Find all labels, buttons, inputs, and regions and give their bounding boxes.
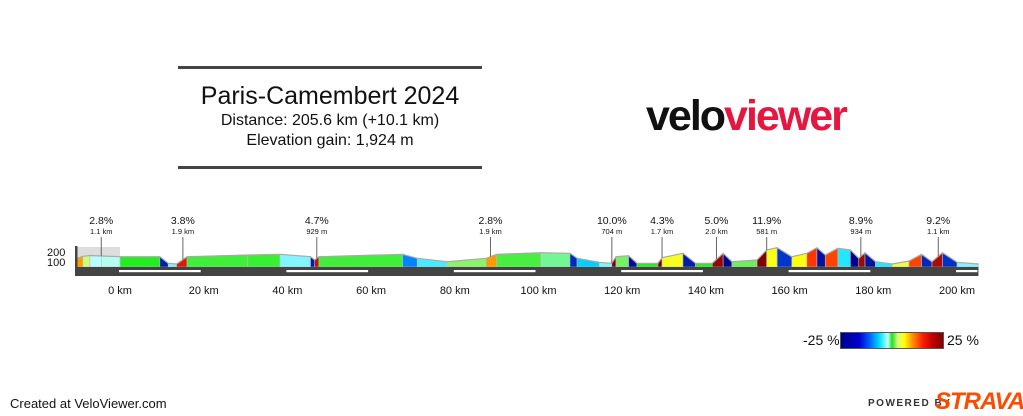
x-tick-label: 180 km bbox=[855, 285, 891, 297]
created-at-link[interactable]: Created at VeloViewer.com bbox=[10, 396, 167, 411]
x-tick-label: 20 km bbox=[189, 285, 219, 297]
climb-gradient-label: 9.2% bbox=[926, 215, 950, 227]
y-tick-label: 200 bbox=[47, 247, 65, 259]
climb-length-label: 1.7 km bbox=[651, 227, 674, 236]
profile-segment bbox=[766, 247, 778, 268]
climb-length-label: 704 m bbox=[601, 227, 622, 236]
legend-min-label: -25 % bbox=[803, 332, 840, 348]
distance-scale-dash bbox=[119, 270, 201, 273]
strava-logo: STRAVA bbox=[935, 388, 1023, 415]
header-top-rule bbox=[178, 66, 482, 69]
profile-segment bbox=[119, 256, 161, 268]
profile-segment bbox=[850, 249, 860, 268]
climb-length-label: 929 m bbox=[306, 227, 327, 236]
climb-length-label: 934 m bbox=[850, 227, 871, 236]
profile-segment bbox=[89, 255, 102, 268]
profile-segment bbox=[82, 255, 91, 268]
route-title: Paris-Camembert 2024 bbox=[200, 82, 460, 110]
x-tick-label: 160 km bbox=[772, 285, 808, 297]
profile-segment bbox=[247, 253, 281, 268]
x-tick-label: 200 km bbox=[939, 285, 975, 297]
profile-segment bbox=[615, 255, 629, 268]
route-elevation-gain: Elevation gain: 1,924 m bbox=[246, 132, 414, 149]
climb-length-label: 1.1 km bbox=[90, 227, 113, 236]
x-tick-label: 80 km bbox=[440, 285, 470, 297]
x-tick-label: 100 km bbox=[520, 285, 556, 297]
profile-segment bbox=[576, 257, 600, 268]
profile-segment bbox=[100, 255, 121, 268]
legend-max-label: 25 % bbox=[947, 332, 979, 348]
climb-gradient-label: 8.9% bbox=[849, 215, 873, 227]
profile-segment bbox=[540, 252, 571, 268]
distance-scale-dash bbox=[453, 270, 536, 273]
elevation-axis-line bbox=[75, 246, 78, 268]
route-distance: Distance: 205.6 km (+10.1 km) bbox=[220, 112, 440, 129]
climb-gradient-label: 4.3% bbox=[650, 215, 674, 227]
climb-gradient-label: 5.0% bbox=[704, 215, 728, 227]
profile-segment bbox=[496, 252, 541, 268]
powered-by-label: POWERED BY bbox=[868, 398, 952, 409]
climb-length-label: 581 m bbox=[756, 227, 777, 236]
climb-gradient-label: 4.7% bbox=[305, 215, 329, 227]
x-tick-label: 0 km bbox=[108, 285, 132, 297]
climb-gradient-label: 3.8% bbox=[171, 215, 195, 227]
x-tick-label: 120 km bbox=[604, 285, 640, 297]
x-tick-label: 40 km bbox=[272, 285, 302, 297]
climb-length-label: 1.1 km bbox=[927, 227, 950, 236]
climb-length-label: 2.0 km bbox=[705, 227, 728, 236]
header-bottom-rule bbox=[178, 166, 482, 169]
climb-gradient-label: 10.0% bbox=[597, 215, 627, 227]
climb-gradient-label: 11.9% bbox=[752, 215, 781, 227]
distance-scale-dash bbox=[788, 270, 871, 273]
profile-segment bbox=[837, 247, 851, 268]
distance-scale-dash bbox=[956, 270, 978, 273]
climb-length-label: 1.9 km bbox=[479, 227, 502, 236]
x-tick-label: 140 km bbox=[688, 285, 724, 297]
climb-gradient-label: 2.8% bbox=[89, 215, 113, 227]
veloviewer-logo: veloviewer bbox=[646, 92, 848, 140]
profile-segment bbox=[776, 247, 793, 268]
distance-scale-dash bbox=[286, 270, 369, 273]
distance-scale-dash bbox=[621, 270, 703, 273]
climb-length-label: 1.9 km bbox=[172, 227, 195, 236]
y-tick-label: 100 bbox=[47, 257, 65, 269]
x-tick-label: 60 km bbox=[356, 285, 386, 297]
climb-gradient-label: 2.8% bbox=[478, 215, 502, 227]
gradient-colorbar bbox=[840, 332, 944, 349]
